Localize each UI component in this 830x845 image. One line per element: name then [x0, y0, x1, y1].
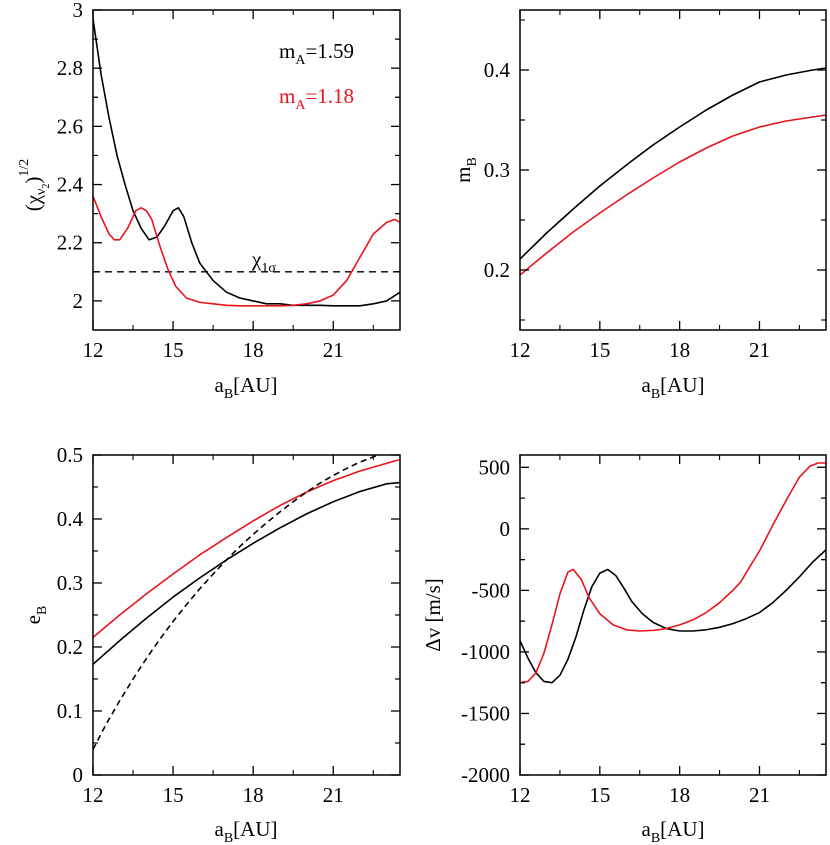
- series-line-red: [93, 195, 400, 307]
- x-tick-labels: 12 15 18 21: [510, 338, 770, 362]
- x-tick-label: 18: [243, 783, 264, 807]
- series-layer: [93, 18, 400, 307]
- x-tick-label: 21: [749, 783, 770, 807]
- x-tick-labels: 12 15 18 21: [83, 338, 344, 362]
- panel-chi-fit-quality: 12 15 18 21 22.22.42.62.83 aB[AU] (χν2)1/2 …: [17, 0, 401, 402]
- y-tick-label: 0.2: [484, 258, 510, 282]
- y-tick-label: 2: [73, 289, 84, 313]
- x-tick-labels: 12 15 18 21: [510, 783, 770, 807]
- x-tick-label: 12: [83, 783, 104, 807]
- x-tick-label: 18: [243, 338, 264, 362]
- plot-frame: [92, 454, 401, 776]
- x-tick-label: 15: [163, 338, 184, 362]
- x-axis-label: aB[AU]: [215, 817, 278, 845]
- y-tick-label: 0.3: [57, 571, 83, 595]
- y-tick-label: 0.5: [57, 443, 83, 467]
- y-tick-label: -1500: [461, 701, 510, 725]
- x-tick-label: 12: [83, 338, 104, 362]
- y-tick-label: 0.3: [484, 158, 510, 182]
- x-tick-label: 12: [510, 338, 531, 362]
- y-tick-labels: 0.2 0.3 0.4: [484, 58, 511, 282]
- y-axis-label: Δv [m/s]: [421, 578, 445, 652]
- series-layer: [520, 67, 826, 276]
- series-layer: [520, 462, 826, 684]
- plot-frame: [92, 9, 401, 331]
- x-tick-label: 12: [510, 783, 531, 807]
- legend-entry-red: mA=1.18: [279, 84, 354, 113]
- y-tick-label: 2.2: [57, 231, 83, 255]
- y-tick-label: 0.1: [57, 699, 83, 723]
- y-tick-labels: 0 0.1 0.2 0.3 0.4 0.5: [57, 443, 84, 787]
- y-tick-label: 2.6: [57, 114, 83, 138]
- x-axis-label: aB[AU]: [642, 817, 705, 845]
- series-line-red: [93, 458, 400, 639]
- series-line-red: [520, 114, 826, 276]
- x-tick-label: 18: [669, 783, 690, 807]
- x-tick-label: 21: [323, 783, 344, 807]
- x-tick-label: 21: [749, 338, 770, 362]
- x-tick-label: 21: [323, 338, 344, 362]
- plot-frame: [519, 9, 827, 331]
- series-line-black: [93, 18, 400, 307]
- x-axis-label: aB[AU]: [642, 373, 705, 402]
- tick-marks: [519, 455, 826, 776]
- x-tick-label: 15: [163, 783, 184, 807]
- y-tick-label: 0.2: [57, 635, 83, 659]
- x-tick-label: 15: [589, 338, 610, 362]
- y-tick-label: 3: [73, 0, 84, 22]
- x-axis-label: aB[AU]: [215, 373, 278, 402]
- x-tick-label: 15: [589, 783, 610, 807]
- y-tick-labels: 2 2.2 2.4 2.6 2.8 3: [57, 0, 84, 313]
- x-tick-label: 18: [669, 338, 690, 362]
- series-line-black: [520, 67, 826, 260]
- y-tick-label: -500: [472, 578, 511, 602]
- legend-entry-black: mA=1.59: [279, 39, 354, 68]
- y-tick-label: 0.4: [57, 507, 84, 531]
- reference-line-label: χ1σ: [251, 247, 276, 276]
- y-tick-label: 0.4: [484, 58, 511, 82]
- y-tick-label: 2.4: [57, 173, 84, 197]
- y-axis-label: (χν2)1/2: [17, 159, 52, 212]
- tick-marks: [92, 9, 400, 330]
- plot-frame: [519, 454, 827, 776]
- panel-mass-b: 12 15 18 21 0.2 0.3 0.4 aB[AU] mB: [451, 9, 827, 402]
- series-line-black: [520, 549, 826, 684]
- series-line-black-dashed: [93, 455, 379, 750]
- y-tick-label: -1000: [461, 640, 510, 664]
- series-line-black: [93, 481, 400, 665]
- y-axis-label: mB: [451, 157, 480, 183]
- tick-marks: [519, 10, 826, 330]
- x-tick-labels: 12 15 18 21: [83, 783, 344, 807]
- y-tick-label: 0: [73, 763, 84, 787]
- tick-marks: [92, 454, 400, 776]
- series-layer: [93, 455, 400, 750]
- series-line-red: [520, 462, 826, 684]
- y-tick-label: 500: [479, 455, 511, 479]
- y-tick-label: 2.8: [57, 56, 83, 80]
- y-tick-labels: -2000 -1500 -1000 -500 0 500: [461, 455, 510, 787]
- panel-eccentricity-b: 12 15 18 21 0 0.1 0.2 0.3 0.4 0.5 aB[AU] eB: [21, 443, 401, 845]
- y-tick-label: -2000: [461, 763, 510, 787]
- y-tick-label: 0: [500, 517, 511, 541]
- y-axis-label: eB: [21, 606, 50, 625]
